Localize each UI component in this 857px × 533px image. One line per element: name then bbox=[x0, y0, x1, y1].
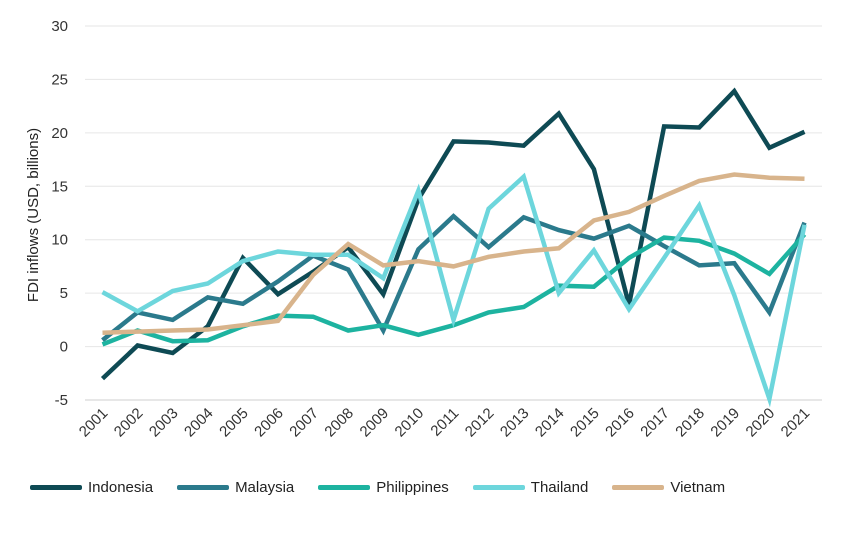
series-lines bbox=[100, 87, 807, 408]
x-tick-label: 2014 bbox=[532, 405, 568, 441]
legend-swatch bbox=[177, 485, 230, 490]
y-axis-label: FDI inflows (USD, billions) bbox=[25, 128, 42, 302]
legend: Indonesia Malaysia Philippines Thailand Viet… bbox=[30, 479, 749, 496]
series-line-thailand bbox=[101, 172, 807, 408]
x-tick-label: 2019 bbox=[707, 405, 743, 441]
legend-item-philippines: Philippines bbox=[318, 479, 449, 496]
x-tick-label: 2001 bbox=[76, 405, 112, 441]
y-tick-label: 30 bbox=[51, 18, 68, 35]
x-tick-label: 2015 bbox=[567, 405, 603, 441]
grid-lines bbox=[85, 25, 822, 348]
x-tick-label: 2016 bbox=[602, 405, 638, 441]
y-tick-label: 5 bbox=[60, 285, 68, 302]
legend-label: Indonesia bbox=[88, 479, 154, 496]
x-tick-label: 2021 bbox=[778, 405, 814, 441]
x-axis-ticks: 2001 2002 2003 2004 2005 2006 2007 2008 2009 2010… bbox=[76, 405, 814, 441]
legend-item-thailand: Thailand bbox=[472, 479, 589, 496]
y-tick-label: 20 bbox=[51, 125, 68, 142]
x-tick-label: 2004 bbox=[181, 405, 217, 441]
legend-label: Thailand bbox=[530, 479, 589, 496]
y-tick-label: 10 bbox=[51, 232, 68, 249]
x-tick-label: 2008 bbox=[321, 405, 357, 441]
legend-item-indonesia: Indonesia bbox=[30, 479, 153, 496]
legend-swatch bbox=[612, 485, 665, 490]
y-tick-label: 25 bbox=[51, 71, 68, 88]
series-line-malaysia bbox=[101, 213, 807, 342]
x-tick-label: 2011 bbox=[427, 405, 462, 440]
legend-label: Malaysia bbox=[235, 479, 295, 496]
x-tick-label: 2013 bbox=[497, 405, 533, 441]
x-tick-label: 2003 bbox=[146, 405, 182, 441]
x-tick-label: 2017 bbox=[637, 405, 673, 441]
x-tick-label: 2009 bbox=[357, 405, 393, 441]
x-tick-label: 2010 bbox=[392, 405, 428, 441]
x-tick-label: 2018 bbox=[672, 405, 708, 441]
x-tick-label: 2006 bbox=[251, 405, 287, 441]
legend-item-malaysia: Malaysia bbox=[177, 479, 294, 496]
series-line-indonesia bbox=[100, 87, 806, 381]
legend-label: Vietnam bbox=[670, 479, 726, 496]
series-line-vietnam bbox=[102, 172, 805, 335]
legend-label: Philippines bbox=[376, 479, 449, 496]
y-tick-label: 0 bbox=[60, 339, 68, 356]
legend-swatch bbox=[472, 485, 525, 490]
legend-item-vietnam: Vietnam bbox=[612, 479, 725, 496]
legend-swatch bbox=[30, 485, 82, 490]
y-axis-ticks: -5 0 5 10 15 20 25 30 bbox=[51, 18, 68, 409]
y-tick-label: 15 bbox=[51, 178, 68, 195]
x-tick-label: 2020 bbox=[743, 405, 779, 441]
y-tick-label: -5 bbox=[55, 392, 68, 409]
x-tick-label: 2002 bbox=[111, 405, 147, 441]
legend-swatch bbox=[318, 485, 371, 490]
x-tick-label: 2007 bbox=[286, 405, 322, 441]
x-tick-label: 2012 bbox=[462, 405, 498, 441]
x-tick-label: 2005 bbox=[216, 405, 252, 441]
